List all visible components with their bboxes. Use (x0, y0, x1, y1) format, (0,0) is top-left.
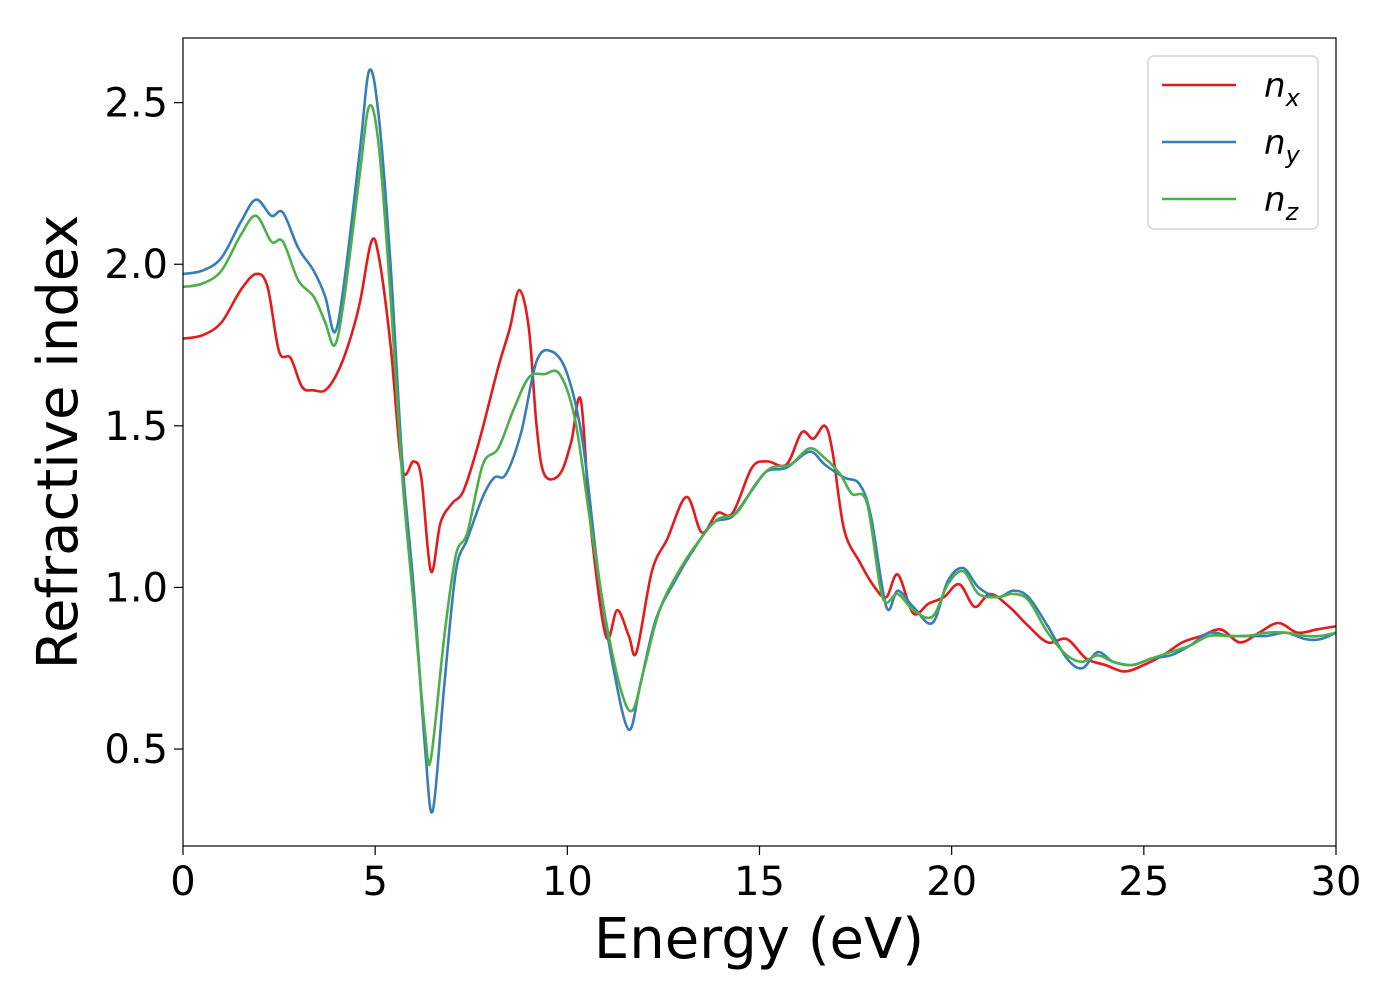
y-tick-label: 0.5 (104, 727, 168, 773)
y-tick-label: 2.0 (104, 242, 168, 288)
x-tick-label: 5 (362, 859, 387, 905)
x-tick-label: 25 (1118, 859, 1169, 905)
legend-label-nz: nz (1264, 180, 1300, 226)
legend-label-base: n (1264, 66, 1286, 106)
x-tick-label: 30 (1311, 859, 1362, 905)
legend-label-ny: ny (1264, 123, 1301, 169)
legend-label-subscript: x (1285, 84, 1301, 112)
y-axis-label: Refractive index (26, 215, 91, 670)
x-tick-label: 15 (734, 859, 785, 905)
y-tick-label: 1.0 (104, 565, 168, 611)
x-axis-label: Energy (eV) (594, 907, 924, 972)
x-tick-label: 20 (926, 859, 977, 905)
y-tick-label: 2.5 (104, 81, 168, 127)
legend-label-base: n (1264, 180, 1286, 220)
y-tick-label: 1.5 (104, 404, 168, 450)
x-tick-label: 0 (170, 859, 195, 905)
legend-label-nx: nx (1264, 66, 1301, 112)
series-layer (183, 68, 1336, 814)
x-tick-label: 10 (542, 859, 593, 905)
legend-label-subscript: y (1285, 141, 1301, 169)
series-line-nx (183, 237, 1336, 673)
legend-label-base: n (1264, 123, 1286, 163)
legend-label-subscript: z (1285, 198, 1300, 226)
x-axis-ticks: 0 5 10 15 20 25 30 (170, 846, 1361, 905)
y-axis-ticks: 0.5 1.0 1.5 2.0 2.5 (104, 81, 183, 773)
series-line-nz (183, 103, 1336, 767)
